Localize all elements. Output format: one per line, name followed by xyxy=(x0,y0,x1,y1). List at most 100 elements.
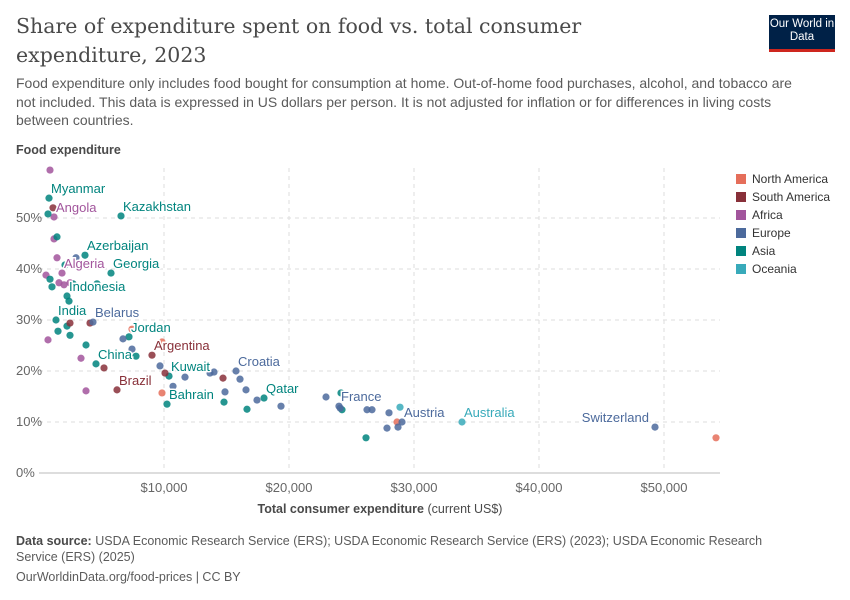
data-point xyxy=(125,333,133,341)
data-point xyxy=(58,269,66,277)
data-point xyxy=(336,404,344,412)
point-label: Algeria xyxy=(64,256,105,271)
source-text: USDA Economic Research Service (ERS); US… xyxy=(16,534,763,564)
point-label: Jordan xyxy=(131,320,171,335)
data-source: Data source: USDA Economic Research Serv… xyxy=(16,533,776,565)
legend-label: South America xyxy=(752,190,831,204)
data-point xyxy=(277,402,285,410)
point-label: Switzerland xyxy=(582,410,649,425)
source-label: Data source: xyxy=(16,534,92,548)
data-point xyxy=(113,386,121,394)
point-label: Angola xyxy=(56,200,97,215)
point-label: Argentina xyxy=(154,338,210,353)
data-point xyxy=(44,336,52,344)
data-point xyxy=(236,375,244,383)
y-tick-label: 0% xyxy=(16,465,35,480)
point-label: Qatar xyxy=(266,381,299,396)
data-point xyxy=(48,283,56,291)
data-point xyxy=(65,297,73,305)
legend-item[interactable]: Africa xyxy=(736,206,830,224)
y-tick-label: 40% xyxy=(16,261,42,276)
owid-logo[interactable]: Our World in Data xyxy=(769,15,835,52)
x-axis-label: Total consumer expenditure (current US$) xyxy=(258,502,503,516)
x-tick-label: $50,000 xyxy=(641,480,688,495)
data-point xyxy=(61,261,69,269)
data-point xyxy=(53,254,61,262)
data-point xyxy=(46,275,54,283)
legend: North America South America Africa Europe As… xyxy=(736,170,830,278)
legend-swatch xyxy=(736,174,746,184)
data-point xyxy=(93,280,101,288)
point-label: France xyxy=(341,389,381,404)
data-point xyxy=(45,194,53,202)
x-tick-label: $40,000 xyxy=(516,480,563,495)
legend-label: Asia xyxy=(752,244,776,258)
point-label: China xyxy=(98,347,133,362)
x-tick-label: $10,000 xyxy=(141,480,188,495)
legend-swatch xyxy=(736,264,746,274)
data-point xyxy=(77,354,85,362)
data-point xyxy=(72,254,80,262)
data-point xyxy=(260,394,268,402)
legend-item[interactable]: Asia xyxy=(736,242,830,260)
point-label: Kuwait xyxy=(171,359,210,374)
data-point xyxy=(158,338,166,346)
y-tick-label: 50% xyxy=(16,210,42,225)
data-point xyxy=(50,213,58,221)
data-point xyxy=(156,362,164,370)
point-label: Belarus xyxy=(95,305,140,320)
data-point xyxy=(243,405,251,413)
legend-item[interactable]: Oceania xyxy=(736,260,830,278)
y-tick-label: 20% xyxy=(16,363,42,378)
data-point xyxy=(82,341,90,349)
point-label: Georgia xyxy=(113,256,160,271)
data-point xyxy=(148,351,156,359)
legend-item[interactable]: North America xyxy=(736,170,830,188)
y-tick-label: 10% xyxy=(16,414,42,429)
data-point xyxy=(383,424,391,432)
data-point xyxy=(232,367,240,375)
data-point xyxy=(169,382,177,390)
data-point xyxy=(82,387,90,395)
data-point xyxy=(363,406,371,414)
data-point xyxy=(66,319,74,327)
legend-label: North America xyxy=(752,172,829,186)
data-point xyxy=(385,409,393,417)
data-point xyxy=(81,251,89,259)
data-point xyxy=(163,400,171,408)
data-point xyxy=(210,368,218,376)
data-point xyxy=(362,434,370,442)
legend-label: Oceania xyxy=(752,262,797,276)
point-label: Croatia xyxy=(238,354,281,369)
data-point xyxy=(128,345,136,353)
legend-item[interactable]: Europe xyxy=(736,224,830,242)
footer-link[interactable]: OurWorldinData.org/food-prices | CC BY xyxy=(16,570,241,584)
data-point xyxy=(242,386,250,394)
data-point xyxy=(221,388,229,396)
point-label: Azerbaijan xyxy=(87,238,148,253)
legend-label: Africa xyxy=(752,208,783,222)
data-point xyxy=(161,369,169,377)
point-label: Kazakhstan xyxy=(123,199,191,214)
data-point xyxy=(712,434,720,442)
data-point xyxy=(253,396,261,404)
y-tick-label: 30% xyxy=(16,312,42,327)
legend-swatch xyxy=(736,228,746,238)
data-point xyxy=(220,398,228,406)
data-point xyxy=(66,331,74,339)
data-point xyxy=(52,316,60,324)
data-point xyxy=(92,360,100,368)
legend-label: Europe xyxy=(752,226,791,240)
chart-subtitle: Food expenditure only includes food boug… xyxy=(16,75,792,128)
legend-item[interactable]: South America xyxy=(736,188,830,206)
data-point xyxy=(337,389,345,397)
point-label: India xyxy=(58,303,87,318)
data-point xyxy=(128,325,136,333)
data-point xyxy=(651,423,659,431)
legend-swatch xyxy=(736,210,746,220)
data-point xyxy=(69,280,77,288)
data-point xyxy=(219,374,227,382)
data-point xyxy=(394,423,402,431)
point-label: Indonesia xyxy=(69,279,126,294)
